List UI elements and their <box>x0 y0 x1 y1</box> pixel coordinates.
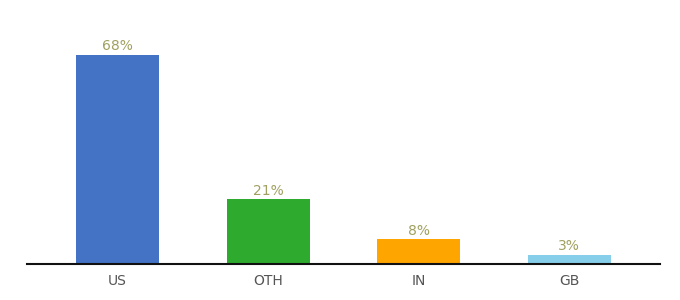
Text: 21%: 21% <box>253 184 284 198</box>
Bar <box>226 200 309 264</box>
Text: 8%: 8% <box>408 224 430 238</box>
Bar <box>76 55 159 264</box>
Text: 68%: 68% <box>102 39 133 53</box>
Bar <box>377 239 460 264</box>
Bar <box>528 255 611 264</box>
Text: 3%: 3% <box>558 239 580 253</box>
